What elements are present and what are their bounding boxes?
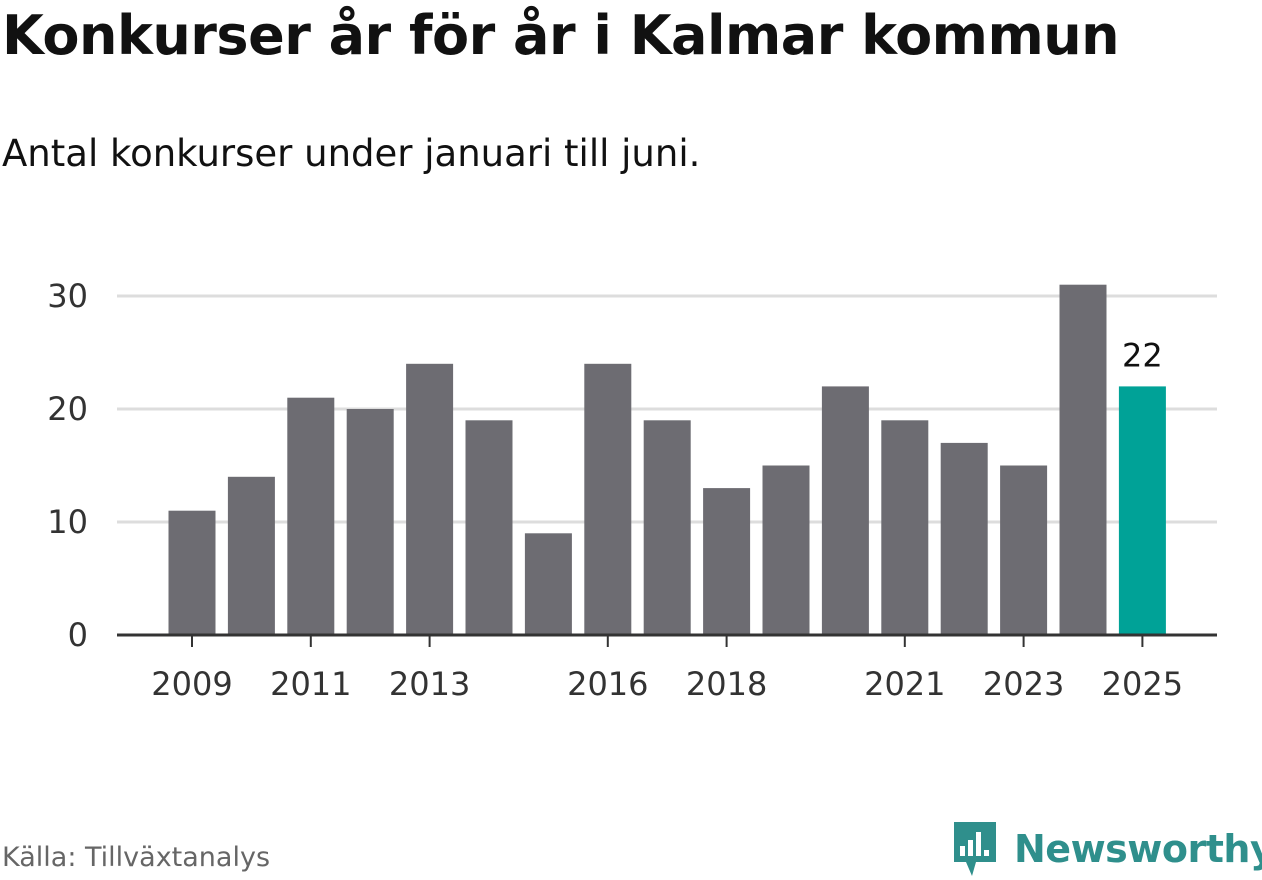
y-tick-label-10: 10	[47, 503, 88, 541]
bar-2016	[584, 363, 632, 635]
bar-2014	[465, 420, 513, 635]
chart-subtitle: Antal konkurser under januari till juni.	[2, 132, 701, 175]
y-axis-ticks: 0 10 20 30	[47, 277, 88, 654]
bar-2023	[1000, 465, 1048, 635]
bar-2011	[287, 397, 335, 635]
bar-2018	[703, 488, 751, 635]
newsworthy-logo-icon	[954, 822, 996, 876]
x-tick-label-2023: 2023	[983, 665, 1064, 703]
data-labels: 22	[1122, 336, 1163, 374]
x-tick-label-2011: 2011	[270, 665, 351, 703]
bar-2012	[346, 409, 394, 635]
bar-2009	[168, 510, 216, 635]
x-tick-label-2018: 2018	[686, 665, 767, 703]
y-tick-label-0: 0	[68, 616, 88, 654]
bar-2013	[406, 363, 454, 635]
source-note: Källa: Tillväxtanalys	[2, 842, 271, 873]
brand-name: Newsworthy	[1014, 827, 1262, 871]
x-tick-label-2013: 2013	[389, 665, 470, 703]
y-tick-label-20: 20	[47, 390, 88, 428]
bars	[168, 284, 1166, 635]
bar-2021	[881, 420, 929, 635]
y-tick-label-30: 30	[47, 277, 88, 315]
x-tick-label-2025: 2025	[1102, 665, 1183, 703]
data-label-2025: 22	[1122, 336, 1163, 374]
bar-2017	[643, 420, 691, 635]
x-tick-label-2021: 2021	[864, 665, 945, 703]
bar-2015	[524, 533, 572, 635]
bar-2019	[762, 465, 810, 635]
x-axis: 2009 2011 2013 2016 2018 2021 2023 2025	[117, 633, 1217, 703]
x-tick-label-2016: 2016	[567, 665, 648, 703]
bar-2022	[940, 442, 988, 635]
bar-2024	[1059, 284, 1107, 635]
chart-title: Konkurser år för år i Kalmar kommun	[2, 4, 1120, 67]
bar-2010	[227, 476, 275, 635]
bar-2020	[821, 386, 869, 635]
bar-2025	[1118, 386, 1166, 635]
x-tick-label-2009: 2009	[151, 665, 232, 703]
brand-logo: Newsworthy	[950, 818, 1262, 880]
